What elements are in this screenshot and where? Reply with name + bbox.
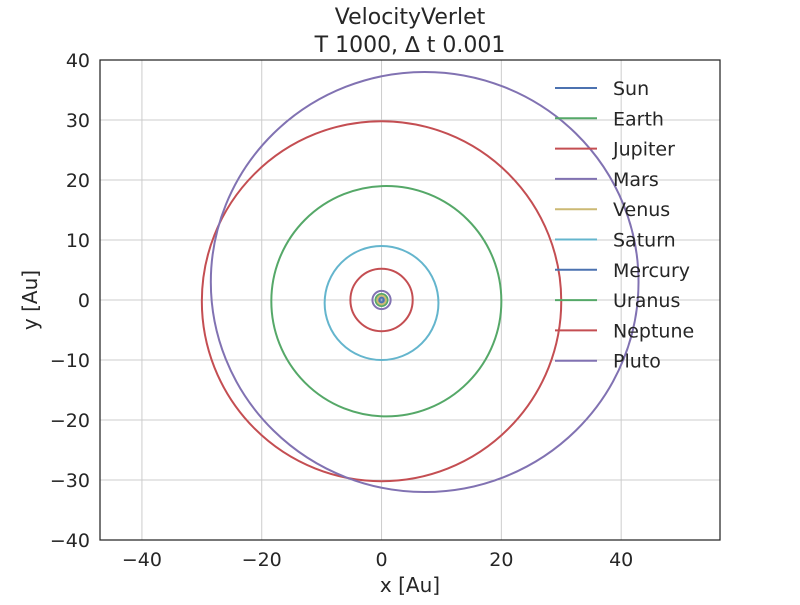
axes-frame	[99, 59, 721, 541]
orbit-earth	[374, 293, 389, 307]
y-tick-label: 40	[66, 50, 90, 72]
legend-label-uranus: Uranus	[613, 290, 680, 312]
x-tick-label: −40	[122, 549, 162, 571]
orbit-pluto	[209, 71, 640, 493]
x-tick-label: −20	[242, 549, 282, 571]
orbits	[200, 71, 640, 493]
x-tick-label: 20	[489, 549, 513, 571]
y-tick-label: 0	[78, 290, 90, 312]
y-tick-label: −40	[50, 530, 90, 552]
y-tick-label: −20	[50, 410, 90, 432]
orbit-jupiter	[349, 267, 414, 333]
y-ticks: −40 −30 −20 −10 0 10 20 30 40	[50, 50, 90, 552]
y-axis-label: y [Au]	[18, 270, 42, 330]
orbit-venus	[376, 294, 387, 306]
legend-label-neptune: Neptune	[613, 320, 694, 342]
chart-title: VelocityVerlet	[335, 5, 486, 30]
y-tick-label: 10	[66, 230, 90, 252]
orbit-mercury	[378, 296, 385, 304]
orbit-uranus	[270, 185, 503, 418]
chart-subtitle: T 1000, ∆ t 0.001	[314, 33, 506, 58]
legend-label-venus: Venus	[613, 199, 670, 221]
legend-label-saturn: Saturn	[613, 230, 676, 252]
x-tick-label: 0	[375, 549, 387, 571]
legend-label-jupiter: Jupiter	[612, 139, 675, 161]
y-tick-label: −10	[50, 350, 90, 372]
x-tick-label: 40	[609, 549, 633, 571]
y-tick-label: 30	[66, 110, 90, 132]
y-tick-label: 20	[66, 170, 90, 192]
legend-label-sun: Sun	[613, 78, 649, 100]
y-tick-label: −30	[50, 470, 90, 492]
orbit-saturn	[323, 245, 440, 361]
legend-label-pluto: Pluto	[613, 351, 661, 373]
orbit-neptune	[200, 120, 563, 483]
legend: Sun Earth Jupiter Mars Venus Saturn Mercury Ura…	[555, 78, 694, 373]
legend-label-mercury: Mercury	[613, 260, 690, 282]
x-axis-label: x [Au]	[380, 573, 440, 597]
orbit-mars	[371, 289, 392, 311]
x-ticks: −40 −20 0 20 40	[122, 549, 633, 571]
legend-label-mars: Mars	[613, 169, 659, 191]
legend-label-earth: Earth	[613, 108, 664, 130]
